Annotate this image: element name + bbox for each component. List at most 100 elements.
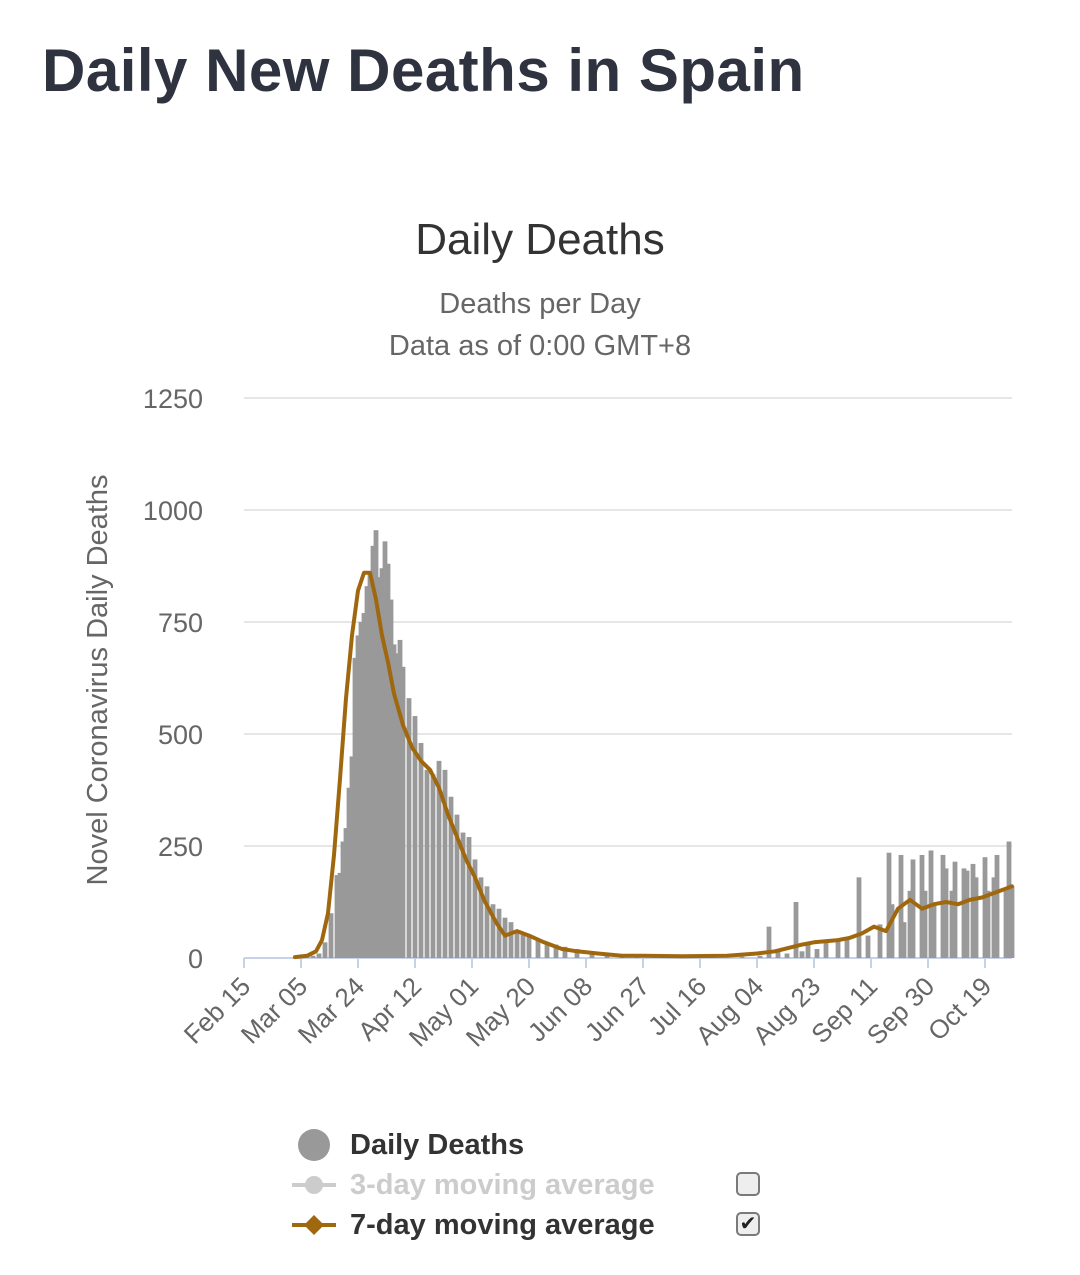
bar bbox=[346, 787, 352, 958]
bar bbox=[478, 877, 484, 958]
line-diamond-marker-icon bbox=[292, 1215, 336, 1235]
bar bbox=[907, 890, 913, 958]
bar bbox=[526, 935, 532, 958]
bar bbox=[310, 955, 316, 958]
bar bbox=[982, 857, 988, 958]
bar bbox=[856, 877, 862, 958]
bar bbox=[940, 854, 946, 958]
moving-average-line bbox=[293, 570, 1014, 960]
bar bbox=[490, 904, 496, 958]
bar bbox=[412, 716, 418, 958]
legend-item-3-day-average[interactable]: 3-day moving average bbox=[290, 1165, 790, 1205]
bar bbox=[835, 940, 841, 958]
y-axis-label: Novel Coronavirus Daily Deaths bbox=[82, 475, 114, 886]
bar bbox=[793, 902, 799, 958]
page-title: Daily New Deaths in Spain bbox=[42, 37, 805, 104]
legend-label-3-day-average: 3-day moving average bbox=[350, 1169, 655, 1201]
bar bbox=[949, 890, 955, 958]
bar bbox=[775, 949, 781, 958]
bar bbox=[973, 877, 979, 958]
bar bbox=[574, 949, 580, 958]
bar bbox=[844, 937, 850, 958]
bar bbox=[349, 756, 355, 958]
bar bbox=[823, 942, 829, 958]
bar bbox=[814, 949, 820, 958]
chart-subtitle: Deaths per Day bbox=[439, 288, 641, 320]
bar bbox=[961, 868, 967, 958]
bar bbox=[757, 955, 763, 958]
legend-label-7-day-average: 7-day moving average bbox=[350, 1209, 655, 1241]
bar bbox=[376, 577, 382, 958]
line-circle-marker-icon bbox=[292, 1176, 336, 1194]
bar bbox=[460, 832, 466, 958]
bar bbox=[784, 953, 790, 958]
bar bbox=[943, 868, 949, 958]
chart-title: Daily Deaths bbox=[415, 215, 665, 264]
bar bbox=[514, 931, 520, 958]
bar bbox=[358, 622, 364, 958]
bar bbox=[952, 861, 958, 958]
bar bbox=[385, 563, 391, 958]
bar bbox=[535, 940, 541, 958]
bar bbox=[922, 890, 928, 958]
checkbox-3-day-average[interactable] bbox=[736, 1172, 760, 1196]
x-tick-label: Jun 08 bbox=[522, 971, 598, 1047]
bar bbox=[901, 922, 907, 958]
bar bbox=[355, 635, 361, 958]
bar bbox=[931, 904, 937, 958]
bar bbox=[886, 852, 892, 958]
bar bbox=[889, 904, 895, 958]
bar bbox=[1006, 841, 1012, 958]
bar bbox=[388, 599, 394, 958]
bar bbox=[328, 913, 334, 958]
bar bbox=[466, 837, 472, 958]
bar bbox=[382, 541, 388, 958]
y-tick-label: 750 bbox=[158, 608, 203, 638]
bar bbox=[337, 872, 343, 958]
legend-item-7-day-average[interactable]: 7-day moving average ✔ bbox=[290, 1205, 790, 1245]
bar bbox=[343, 828, 349, 958]
bar bbox=[508, 922, 514, 958]
bar bbox=[316, 953, 322, 958]
x-tick-label: Jun 27 bbox=[579, 971, 655, 1047]
y-tick-label: 250 bbox=[158, 832, 203, 862]
bar bbox=[418, 742, 424, 958]
bar bbox=[400, 666, 406, 958]
bar bbox=[361, 613, 367, 958]
bar bbox=[454, 814, 460, 958]
legend-label-daily-deaths: Daily Deaths bbox=[350, 1129, 525, 1161]
bar bbox=[985, 890, 991, 958]
bar bbox=[406, 698, 412, 958]
y-tick-label: 1000 bbox=[143, 496, 203, 526]
bar bbox=[436, 760, 442, 958]
daily-deaths-chart: 0 250 500 750 1000 1250 Novel Coronavirus Dail… bbox=[82, 384, 1015, 1053]
bar bbox=[391, 644, 397, 958]
bar bbox=[799, 951, 805, 958]
legend-item-daily-deaths[interactable]: Daily Deaths bbox=[290, 1125, 790, 1165]
checkbox-7-day-average[interactable]: ✔ bbox=[736, 1212, 760, 1236]
bar bbox=[1003, 890, 1009, 958]
bar bbox=[544, 942, 550, 958]
chart-legend: Daily Deaths 3-day moving average 7-day … bbox=[290, 1125, 790, 1245]
bar bbox=[379, 568, 385, 958]
bar bbox=[520, 933, 526, 958]
bar bbox=[484, 886, 490, 958]
circle-marker-icon bbox=[298, 1129, 330, 1161]
bar bbox=[367, 572, 373, 958]
bar bbox=[502, 917, 508, 958]
bar bbox=[805, 944, 811, 958]
bar bbox=[430, 774, 436, 958]
bar bbox=[364, 586, 370, 958]
bar bbox=[877, 924, 883, 958]
bar bbox=[496, 908, 502, 958]
bar bbox=[1009, 886, 1015, 958]
y-tick-label: 500 bbox=[158, 720, 203, 750]
x-tick-label: Oct 19 bbox=[922, 971, 997, 1046]
bar bbox=[373, 530, 379, 958]
bar bbox=[739, 956, 745, 958]
bar bbox=[424, 769, 430, 958]
bar bbox=[397, 639, 403, 958]
bar bbox=[442, 769, 448, 958]
y-tick-label: 0 bbox=[188, 944, 203, 974]
bar bbox=[994, 854, 1000, 958]
